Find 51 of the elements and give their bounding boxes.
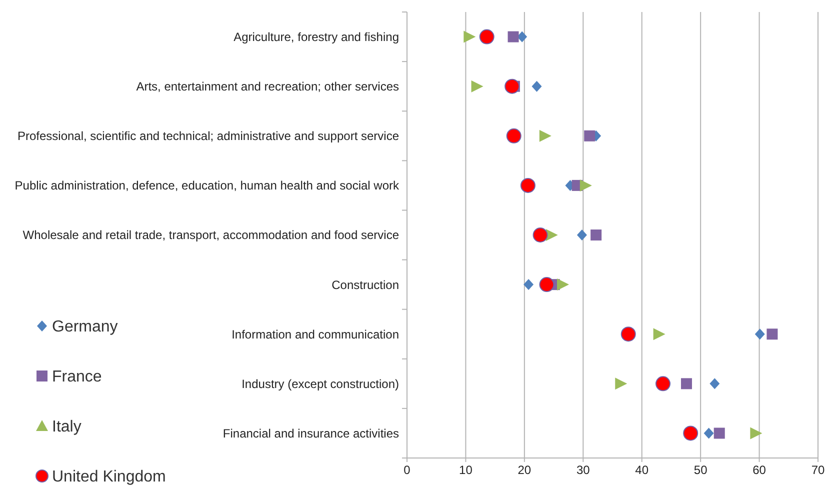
y-tick-label: Agriculture, forestry and fishing [234, 30, 399, 44]
x-tick-label: 40 [635, 463, 649, 477]
y-tick-label: Information and communication [232, 327, 399, 342]
x-tick-label: 30 [576, 463, 590, 477]
point [754, 328, 765, 340]
point [584, 130, 596, 142]
point [539, 277, 554, 292]
x-tick-label: 70 [811, 463, 825, 477]
y-tick-label: Wholesale and retail trade, transport, accommodation and food service [22, 228, 400, 242]
point [464, 30, 476, 43]
x-tick-label: 20 [518, 463, 532, 477]
point [766, 328, 778, 340]
x-tick-label: 50 [694, 463, 708, 477]
point [620, 326, 636, 342]
point [524, 279, 534, 290]
point [615, 378, 628, 390]
legend-label: France [52, 368, 102, 386]
point [680, 378, 692, 390]
legend-label: Germany [52, 318, 118, 336]
legend-label: United Kingdom [52, 468, 166, 486]
legend-label: Italy [52, 418, 82, 436]
point [576, 230, 587, 240]
point [517, 31, 528, 42]
point [504, 78, 520, 94]
point [471, 80, 484, 92]
y-tick-label: Arts, entertainment and recreation; other services [136, 80, 399, 94]
point [750, 427, 762, 440]
point [532, 228, 548, 242]
point [508, 31, 519, 42]
point [532, 80, 542, 92]
x-tick-label: 60 [752, 463, 766, 477]
x-tick-label: 10 [459, 463, 473, 477]
y-tick-label: Financial and insurance activities [222, 426, 399, 440]
y-tick-label: Professional, scientific and technical; administrative and support service [17, 129, 400, 144]
point [506, 128, 522, 144]
point [520, 178, 536, 193]
point [479, 29, 494, 44]
y-tick-label: Industry (except construction) [242, 376, 399, 391]
point [683, 426, 698, 441]
point [655, 376, 670, 392]
y-tick-label: Public administration, defence, education, human health and social work [14, 178, 400, 193]
point [580, 179, 592, 192]
point [714, 428, 725, 439]
point [653, 328, 666, 340]
x-tick-label: 0 [404, 463, 411, 477]
y-tick-label: Construction [332, 278, 399, 292]
point [590, 230, 602, 240]
point [539, 130, 552, 142]
point [710, 378, 720, 390]
point [704, 428, 714, 439]
point [557, 278, 570, 291]
